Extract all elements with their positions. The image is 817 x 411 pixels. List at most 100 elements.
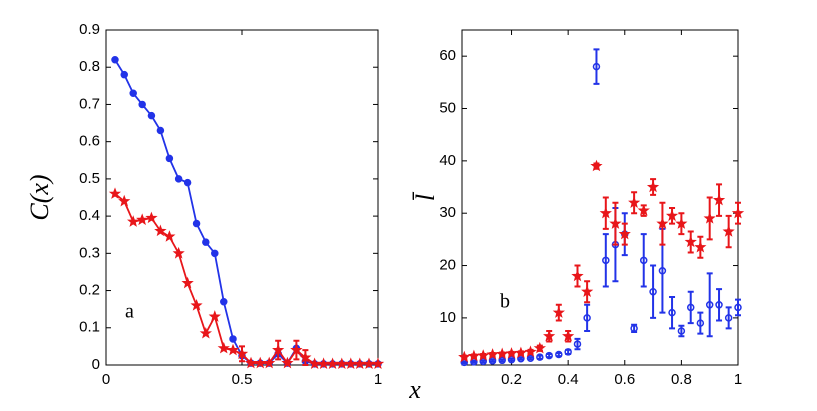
circle-marker <box>479 357 487 366</box>
star-marker <box>154 224 167 237</box>
series-line <box>114 59 378 365</box>
star-marker <box>543 329 556 342</box>
error-bar <box>602 233 609 288</box>
star-marker <box>118 194 131 207</box>
star-marker <box>656 217 669 229</box>
star-marker <box>477 349 490 361</box>
error-bar <box>725 306 732 330</box>
x-tick-label: 0.8 <box>671 371 692 388</box>
circle-marker <box>211 249 219 258</box>
circle-marker <box>734 303 742 312</box>
star-marker <box>226 343 240 356</box>
star-marker <box>562 329 575 342</box>
star-marker <box>505 347 518 359</box>
x-tick-label: 0.2 <box>501 371 522 388</box>
y-tick-label: 30 <box>439 204 456 221</box>
y-tick-label: 0.2 <box>79 282 100 299</box>
star-marker <box>199 326 212 339</box>
y-tick-label: 0.9 <box>79 21 100 38</box>
y-tick-label: 0.5 <box>79 170 100 187</box>
y-tick-label: 0.3 <box>79 244 100 261</box>
star-marker <box>731 206 745 219</box>
circle-marker <box>583 314 591 322</box>
circle-marker <box>715 301 723 309</box>
circle-marker <box>192 219 201 228</box>
star-marker <box>458 350 471 363</box>
circle-marker <box>639 256 648 265</box>
circle-marker <box>183 178 192 187</box>
star-marker <box>524 345 537 358</box>
x-tick-label: 1 <box>734 371 742 388</box>
circle-marker <box>517 354 525 363</box>
circle-marker <box>649 287 657 296</box>
star-marker <box>190 298 203 311</box>
circle-marker <box>507 356 516 364</box>
star-marker <box>496 347 509 360</box>
y-axis-label: l̄ <box>411 191 440 201</box>
error-bar <box>508 357 515 362</box>
star-marker <box>108 187 122 199</box>
circle-marker <box>129 89 137 98</box>
star-marker <box>281 356 294 369</box>
error-bar <box>517 356 524 361</box>
star-marker <box>514 346 527 359</box>
circle-marker <box>138 100 146 109</box>
star-marker <box>163 230 176 242</box>
plot-frame <box>461 29 739 366</box>
x-tick-label: 0.5 <box>232 371 253 388</box>
error-bar <box>499 358 506 363</box>
star-marker <box>722 225 735 237</box>
error-bar <box>461 360 468 365</box>
error-bar <box>489 358 496 363</box>
y-tick-label: 0 <box>92 356 100 373</box>
error-bar <box>480 359 487 364</box>
star-marker <box>263 356 276 369</box>
star-marker <box>571 269 584 282</box>
error-bar <box>716 288 723 322</box>
circle-marker <box>705 301 714 309</box>
error-bar <box>687 290 694 325</box>
circle-marker <box>120 70 128 79</box>
star-marker <box>244 356 258 369</box>
star-marker <box>467 349 480 362</box>
circle-marker <box>488 357 497 365</box>
star-marker <box>646 180 660 193</box>
circle-marker <box>165 154 174 163</box>
star-marker <box>703 211 716 224</box>
star-marker <box>127 215 140 227</box>
error-bar <box>706 272 713 338</box>
error-bar <box>470 359 477 364</box>
circle-marker <box>470 358 478 366</box>
star-marker <box>637 204 650 216</box>
circle-marker <box>686 303 695 312</box>
error-bar <box>593 48 600 85</box>
circle-marker <box>555 350 563 359</box>
circle-marker <box>573 340 582 348</box>
circle-marker <box>147 111 156 120</box>
error-bar <box>527 356 534 361</box>
x-tick-label: 0.4 <box>558 371 579 388</box>
star-marker <box>353 357 366 370</box>
star-marker <box>552 306 565 318</box>
circle-marker <box>592 62 601 71</box>
circle-marker <box>564 348 572 356</box>
star-marker <box>235 347 249 360</box>
circle-marker <box>545 351 553 360</box>
panel-label: b <box>500 291 510 313</box>
y-tick-label: 50 <box>439 99 456 116</box>
star-marker <box>145 211 158 224</box>
series-line <box>114 193 378 365</box>
star-marker <box>712 193 726 206</box>
star-marker <box>272 343 285 356</box>
star-marker <box>326 357 339 370</box>
star-marker <box>684 235 697 248</box>
y-tick-label: 20 <box>439 257 456 274</box>
circle-marker <box>111 56 119 64</box>
circle-marker <box>174 175 183 183</box>
y-tick-label: 0.7 <box>79 95 100 112</box>
circle-marker <box>630 324 638 333</box>
circle-marker <box>536 353 544 361</box>
circle-marker <box>220 297 228 306</box>
x-tick-label: 0.6 <box>614 371 635 388</box>
